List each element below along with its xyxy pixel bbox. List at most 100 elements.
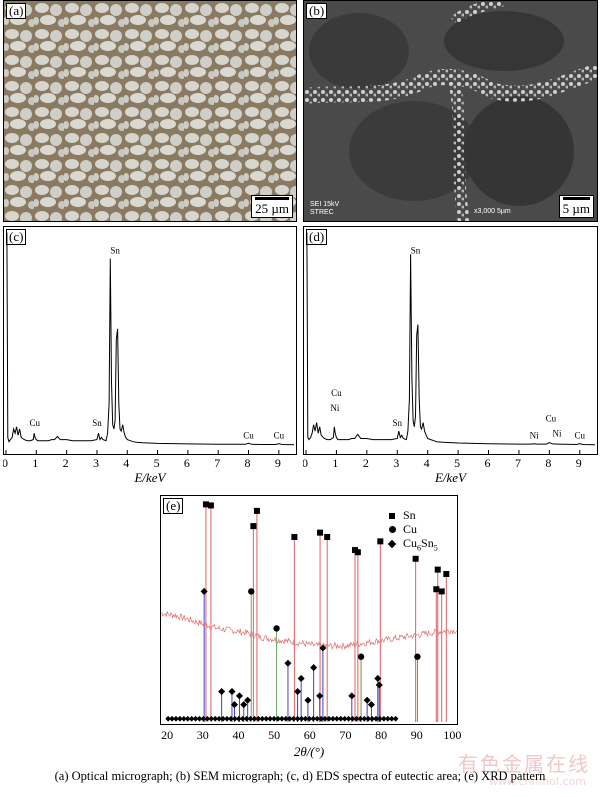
baseline-diamond (271, 715, 277, 722)
baseline-diamond (169, 715, 175, 722)
baseline-diamond (259, 715, 266, 722)
optical-micrograph: (a) 25 µm (3, 0, 297, 222)
eds-spectrum-c: (c) Sn Cu Sn Cu Cu (3, 226, 297, 455)
xrd-xtick-label-3: 50 (268, 728, 280, 742)
baseline-diamond (188, 715, 195, 722)
marker-sn-0 (202, 501, 209, 508)
marker-cu6sn5-31 (316, 692, 324, 700)
peak-label-2: Sn (92, 418, 102, 428)
peak-label-7: Cu (575, 431, 586, 441)
marker-cu6sn5-28 (297, 674, 305, 683)
xrd-chart (161, 501, 457, 722)
xtick-label-9: 9 (275, 456, 281, 470)
marker-cu6sn5-30 (310, 664, 318, 672)
xtick-label-7: 7 (214, 456, 220, 470)
panel-tag-a: (a) (6, 3, 27, 19)
watermark-text: 有色金属在线 (458, 752, 590, 776)
marker-cu-17 (357, 653, 365, 660)
baseline-diamond (231, 715, 238, 722)
eds-chart-d: Sn Cu Ni Sn Ni Cu Ni Cu (305, 232, 596, 454)
xtick-label-4: 4 (123, 456, 129, 470)
marker-sn-6 (324, 534, 331, 540)
baseline-diamond (381, 715, 387, 722)
baseline-diamond (279, 715, 285, 722)
spectrum-line (6, 232, 295, 446)
xtick-label-5: 5 (454, 456, 460, 470)
baseline-diamond (322, 715, 328, 722)
baseline-diamond (192, 715, 199, 722)
xtick-label-3: 3 (393, 456, 399, 470)
baseline-diamond (326, 715, 332, 722)
sem-info: SEI 15kV STREC (310, 201, 340, 216)
marker-sn-11 (433, 586, 440, 593)
xrd-xtick-label-7: 90 (411, 728, 423, 742)
baseline-diamond (228, 715, 234, 722)
baseline-diamond (341, 715, 348, 722)
baseline-diamond (361, 715, 368, 722)
baseline-diamond (306, 715, 313, 722)
baseline-diamond (310, 715, 317, 722)
xrd-pattern: (e) Sn Cu Cu6Sn5 (160, 495, 458, 725)
baseline-diamond (196, 715, 203, 722)
baseline-diamond (314, 715, 321, 722)
marker-cu6sn5-33 (348, 692, 356, 700)
xrd-xtick-label-0: 20 (161, 728, 173, 742)
baseline-diamond (349, 715, 356, 722)
xrd-xtick-label-1: 30 (197, 728, 209, 742)
sem-micrograph: (b) SEI 15kV STREC x3,000 5µm 5 µm (303, 0, 598, 222)
baseline-diamond (377, 715, 383, 722)
marker-cu6sn5-35 (367, 701, 375, 709)
xrd-xtick-label-2: 40 (232, 728, 244, 742)
marker-cu6sn5-32 (319, 644, 327, 652)
peak-label-3: Cu (243, 431, 254, 441)
baseline-diamond (302, 715, 309, 722)
xrd-xtick-label-8: 100 (443, 728, 461, 742)
baseline-diamond (294, 715, 301, 722)
scale-bar-a: 25 µm (251, 195, 293, 218)
baseline-diamond (255, 715, 262, 722)
baseline-diamond (204, 715, 211, 722)
peak-label-3: Sn (393, 418, 403, 428)
baseline-diamond (298, 715, 305, 722)
baseline-diamond (384, 715, 391, 722)
baseline-diamond (243, 715, 250, 722)
marker-cu6sn5-23 (235, 692, 243, 700)
baseline-diamond (318, 715, 324, 722)
xtick-label-8: 8 (245, 456, 251, 470)
panel-tag-d: (d) (306, 229, 328, 245)
baseline-diamond (282, 715, 289, 722)
marker-sn-10 (412, 555, 419, 562)
xtick-label-5: 5 (154, 456, 160, 470)
xrd-xtick-label-4: 60 (304, 728, 316, 742)
marker-cu6sn5-37 (375, 681, 383, 689)
marker-cu6sn5-19 (200, 587, 208, 595)
baseline-diamond (353, 715, 360, 722)
marker-sn-3 (253, 507, 260, 514)
baseline-diamond (388, 715, 395, 722)
legend-cu: Cu (389, 522, 438, 536)
baseline-diamond (235, 715, 242, 722)
baseline-diamond (275, 715, 281, 722)
baseline-diamond (345, 715, 352, 722)
baseline-diamond (216, 715, 222, 722)
xtick-label-2: 2 (63, 456, 69, 470)
marker-cu6sn5-27 (294, 687, 302, 696)
marker-cu6sn5-21 (228, 687, 236, 696)
xtick-label-3: 3 (93, 456, 99, 470)
xtick-label-1: 1 (332, 456, 338, 470)
eds-chart-c: Sn Cu Sn Cu Cu (5, 232, 295, 454)
xrd-xtick-label-6: 80 (375, 728, 387, 742)
peak-label-1: Cu (331, 388, 342, 398)
peak-label-5: Cu (546, 414, 557, 424)
baseline-diamond (220, 715, 226, 722)
xrd-background (161, 610, 457, 651)
sem-micrograph-image (304, 1, 597, 221)
peak-label-4: Ni (530, 431, 539, 441)
peak-label-4: Cu (274, 431, 285, 441)
spectrum-line (306, 232, 596, 446)
peak-label-1: Cu (30, 418, 41, 428)
baseline-diamond (165, 715, 171, 722)
legend-sn: Sn (389, 508, 438, 522)
baseline-diamond (180, 715, 187, 722)
baseline-diamond (173, 715, 179, 722)
